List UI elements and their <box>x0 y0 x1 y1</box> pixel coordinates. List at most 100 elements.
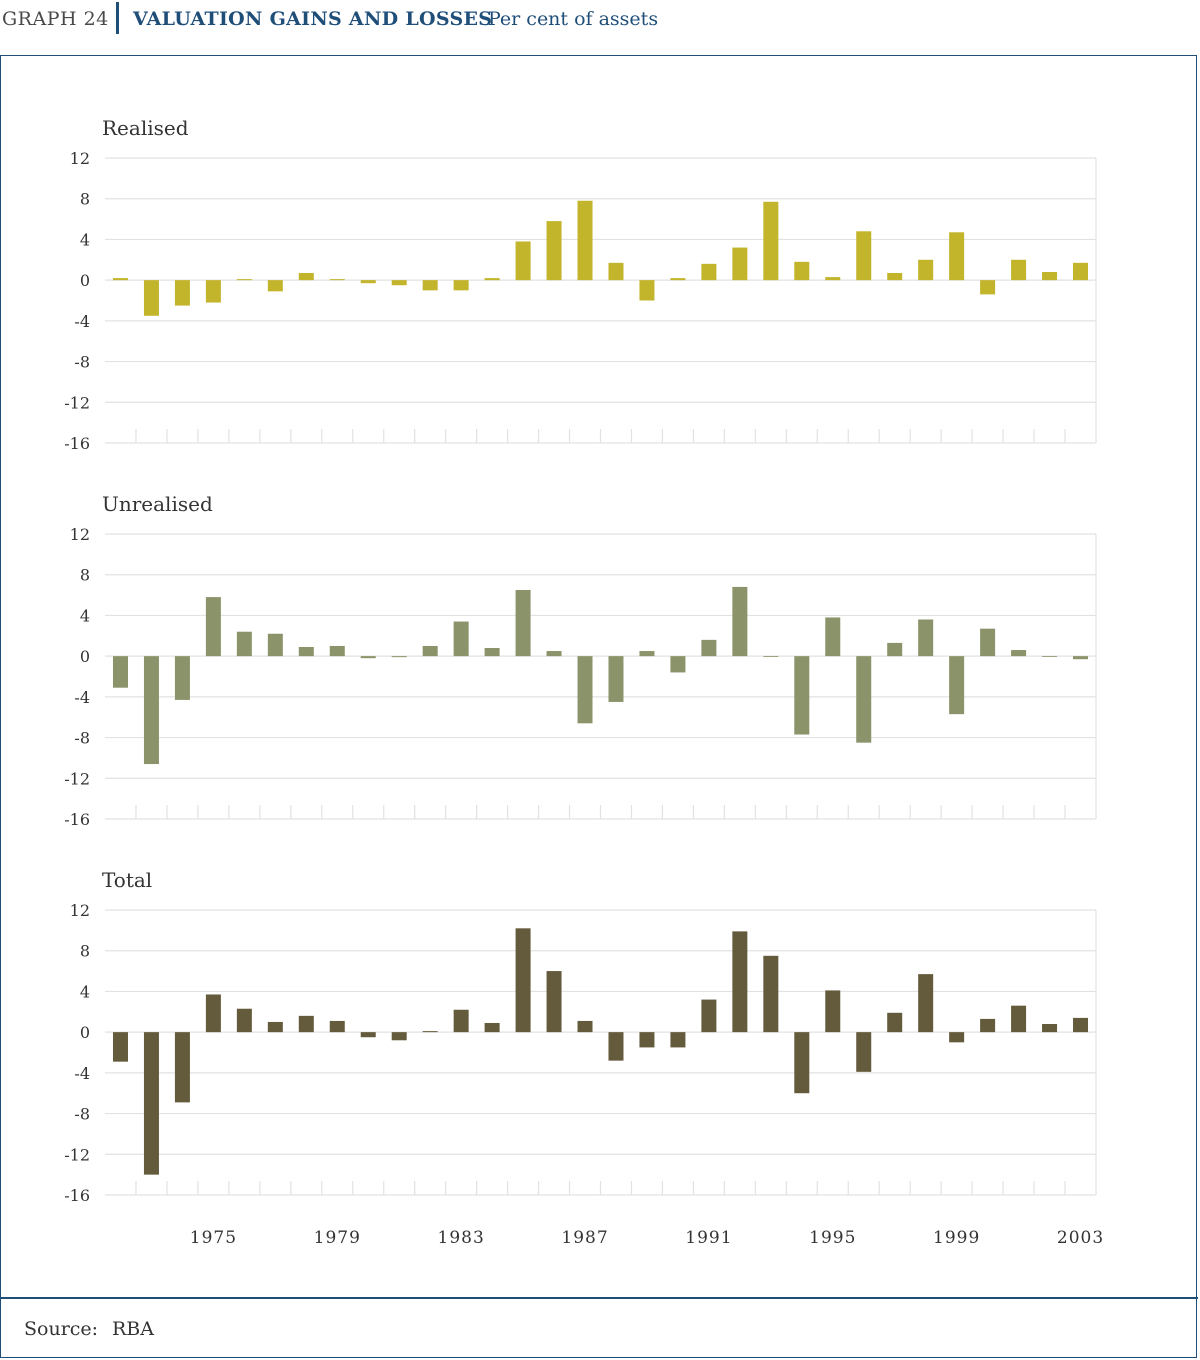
bar-1981 <box>391 656 407 658</box>
bar-1985 <box>515 241 531 281</box>
bar-1976 <box>236 1008 252 1033</box>
bar-1998 <box>918 619 934 657</box>
graph-title: VALUATION GAINS AND LOSSES <box>133 8 493 30</box>
bar-2002 <box>1042 272 1058 281</box>
source-note: Source: RBA <box>24 1318 154 1340</box>
bar-1998 <box>918 259 934 281</box>
bar-1973 <box>143 656 159 765</box>
bar-1982 <box>422 1031 438 1033</box>
bar-1995 <box>825 617 841 657</box>
bar-1991 <box>701 639 717 657</box>
bar-1977 <box>267 633 283 657</box>
y-tick-label: 0 <box>80 1023 90 1042</box>
bar-1974 <box>174 280 190 306</box>
bar-1976 <box>236 279 252 281</box>
bar-1992 <box>732 586 748 657</box>
bar-1978 <box>298 1015 314 1033</box>
x-tick-label: 1991 <box>685 1228 732 1248</box>
bar-2003 <box>1073 1017 1089 1033</box>
bar-1995 <box>825 277 841 281</box>
bar-1978 <box>298 646 314 657</box>
bar-1986 <box>546 971 562 1033</box>
bar-1984 <box>484 278 500 281</box>
bar-1989 <box>639 1032 655 1048</box>
y-tick-label: 12 <box>70 149 90 168</box>
bar-1975 <box>205 280 221 303</box>
bar-1989 <box>639 280 655 301</box>
y-tick-label: -8 <box>74 729 90 748</box>
bar-1996 <box>856 231 872 281</box>
bar-1994 <box>794 1032 810 1094</box>
bar-1993 <box>763 201 779 281</box>
bar-1973 <box>143 1032 159 1175</box>
bar-1999 <box>949 232 965 281</box>
bar-1993 <box>763 955 779 1033</box>
bar-1988 <box>608 1032 624 1061</box>
bar-1986 <box>546 221 562 281</box>
bar-1985 <box>515 589 531 657</box>
y-tick-label: 12 <box>70 901 90 920</box>
bar-1994 <box>794 261 810 281</box>
x-tick-label: 1975 <box>190 1228 237 1248</box>
x-tick-label: 1987 <box>561 1228 608 1248</box>
bar-1997 <box>887 273 903 281</box>
y-tick-label: -12 <box>64 1145 90 1164</box>
panel-total: Total 12 8 4 0 -4 -8 -12 -16 <box>64 868 1097 1205</box>
bar-1985 <box>515 928 531 1033</box>
bar-1975 <box>205 597 221 657</box>
bar-1988 <box>608 656 624 702</box>
bar-1977 <box>267 280 283 292</box>
y-tick-label: -4 <box>74 1064 90 1083</box>
bar-1994 <box>794 656 810 735</box>
bar-1981 <box>391 280 407 286</box>
bar-1979 <box>329 645 345 657</box>
valuation-chart: Realised 12 8 4 0 -4 -8 -12 -16 Unrealised 12 8 4 0 -4… <box>64 116 1104 1248</box>
bar-1972 <box>112 278 128 281</box>
x-tick-label: 2003 <box>1057 1228 1104 1248</box>
graph-header: GRAPH 24 VALUATION GAINS AND LOSSES Per … <box>0 0 1200 40</box>
y-tick-label: -8 <box>74 353 90 372</box>
bar-1998 <box>918 974 934 1033</box>
source-label: Source: <box>24 1318 99 1340</box>
x-tick-label: 1999 <box>933 1228 980 1248</box>
y-tick-label: 4 <box>80 606 90 625</box>
bar-2000 <box>980 280 996 295</box>
bar-1983 <box>453 1009 469 1033</box>
bar-1979 <box>329 1020 345 1033</box>
bar-1987 <box>577 200 593 281</box>
bar-2002 <box>1042 656 1058 657</box>
bar-1975 <box>205 994 221 1033</box>
bar-1976 <box>236 631 252 657</box>
bar-1977 <box>267 1021 283 1033</box>
bar-1992 <box>732 247 748 281</box>
bar-1980 <box>360 280 376 284</box>
bar-1981 <box>391 1032 407 1041</box>
bar-1997 <box>887 1012 903 1033</box>
y-tick-label: -4 <box>74 312 90 331</box>
y-tick-label: -8 <box>74 1105 90 1124</box>
panel-title: Total <box>102 868 152 892</box>
y-tick-label: -12 <box>64 769 90 788</box>
bar-1996 <box>856 656 872 743</box>
bar-2000 <box>980 1018 996 1033</box>
header-divider <box>116 2 119 34</box>
bar-1987 <box>577 1020 593 1033</box>
bar-1991 <box>701 999 717 1033</box>
bar-1997 <box>887 642 903 657</box>
bar-2002 <box>1042 1024 1058 1033</box>
bar-1980 <box>360 656 376 659</box>
bar-1972 <box>112 1032 128 1062</box>
x-tick-label: 1995 <box>809 1228 856 1248</box>
y-tick-label: -4 <box>74 688 90 707</box>
bar-2000 <box>980 628 996 657</box>
panel-unrealised: Unrealised 12 8 4 0 -4 -8 -12 -16 <box>64 492 1097 829</box>
bar-1974 <box>174 1032 190 1103</box>
x-tick-label: 1979 <box>314 1228 361 1248</box>
bar-1984 <box>484 1022 500 1033</box>
bar-1995 <box>825 990 841 1033</box>
bar-2001 <box>1011 650 1027 657</box>
bar-2001 <box>1011 259 1027 281</box>
y-tick-label: 0 <box>80 647 90 666</box>
bar-1983 <box>453 621 469 657</box>
bar-2003 <box>1073 656 1089 660</box>
